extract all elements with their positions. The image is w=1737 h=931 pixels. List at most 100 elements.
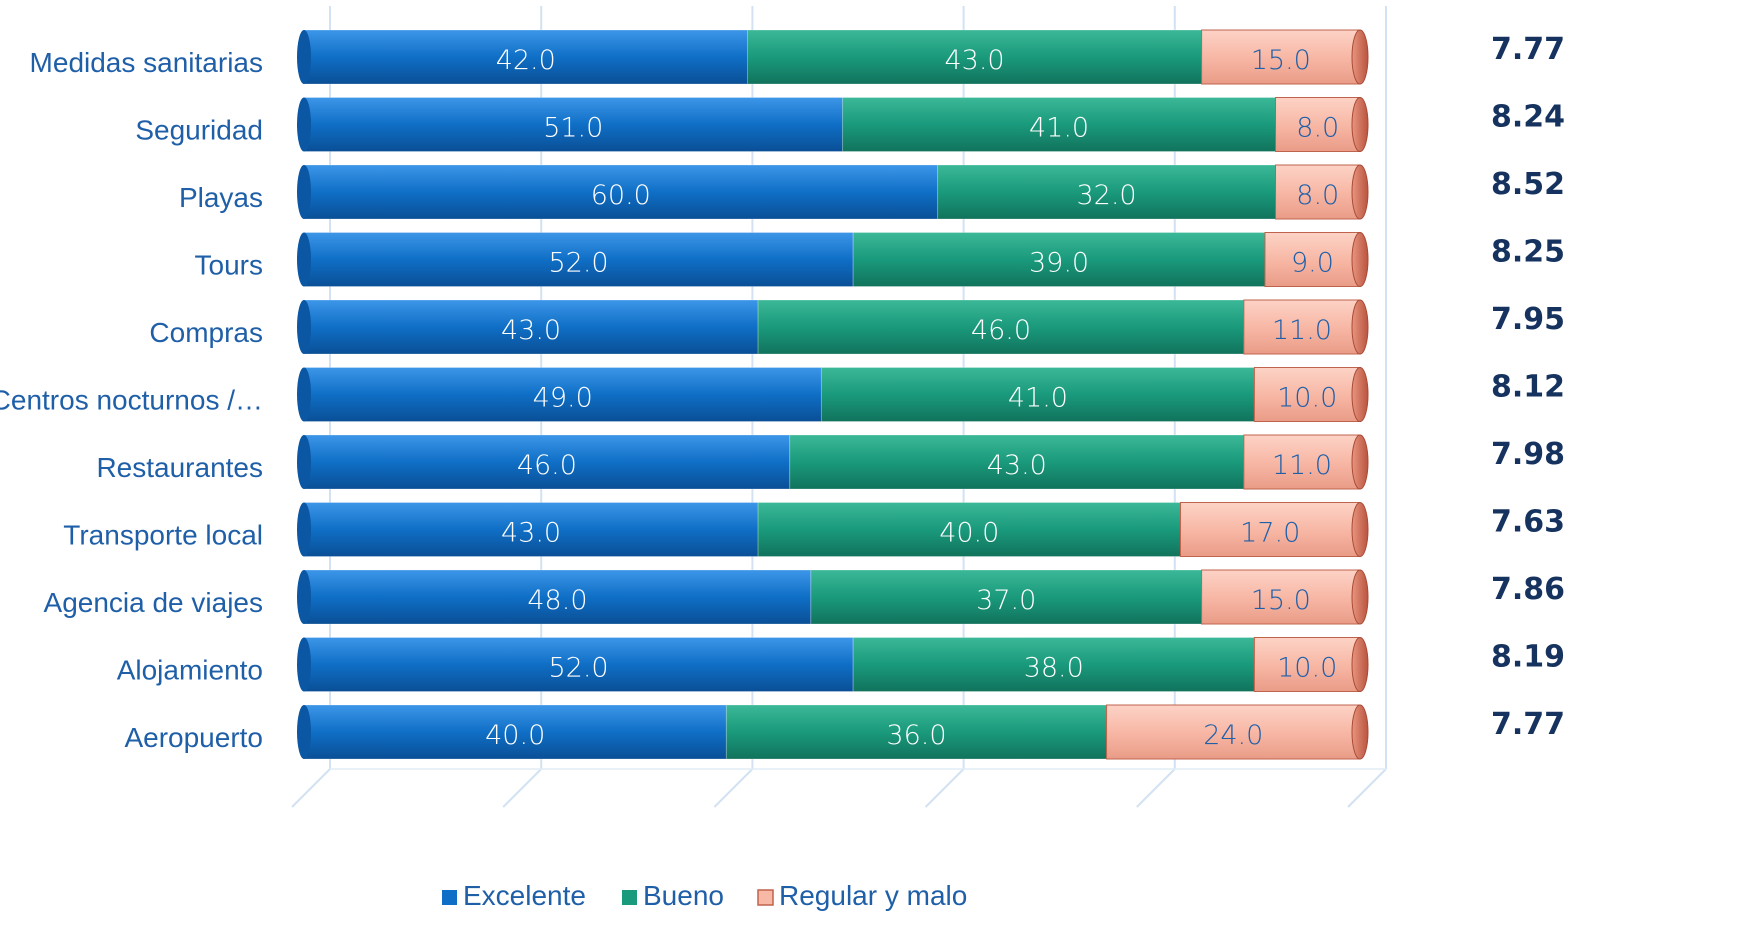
score-label: 8.19 xyxy=(1491,640,1565,675)
bar-segment xyxy=(1275,164,1369,220)
bar-bueno xyxy=(852,637,1255,692)
grid-floor-line xyxy=(713,768,754,808)
bar-segment xyxy=(297,97,844,152)
bar-segment xyxy=(852,232,1266,287)
score-label: 7.86 xyxy=(1491,572,1565,607)
bar-bueno xyxy=(820,367,1255,422)
bar-end-cap xyxy=(1351,367,1369,422)
bar-bueno xyxy=(789,434,1245,490)
category-label: Centros nocturnos /… xyxy=(0,385,263,416)
bar-segment xyxy=(810,569,1203,625)
bar-regular-y-malo xyxy=(1253,367,1361,422)
category-label: Compras xyxy=(149,317,263,348)
bar-bueno xyxy=(725,704,1108,760)
bar-end-cap xyxy=(1351,164,1369,220)
bar-excelente xyxy=(303,704,727,760)
bar-segment xyxy=(297,637,854,692)
category-label: Agencia de viajes xyxy=(44,587,263,618)
bar-excelente xyxy=(303,299,759,355)
category-label: Restaurantes xyxy=(96,452,263,483)
bar-segment xyxy=(1275,97,1369,152)
legend-item: Bueno xyxy=(622,880,724,911)
bar-bueno xyxy=(810,569,1203,625)
value-label: 43.0 xyxy=(501,315,561,346)
score-label: 8.24 xyxy=(1491,100,1565,135)
bar-end-cap xyxy=(1351,434,1369,490)
value-label: 52.0 xyxy=(548,248,608,279)
bar-segment xyxy=(1253,637,1369,692)
bar-end-cap xyxy=(1351,97,1369,152)
bar-segment xyxy=(297,29,749,85)
grid-floor-line xyxy=(502,768,542,808)
bars xyxy=(297,29,1369,760)
bar-segment xyxy=(1201,29,1369,85)
value-label: 11.0 xyxy=(1272,315,1332,346)
bar-start-cap xyxy=(297,502,311,557)
bar-excelente xyxy=(303,367,822,422)
bar-excelente xyxy=(303,502,759,557)
bar-bueno xyxy=(842,97,1277,152)
bar-bueno xyxy=(757,299,1245,355)
bar-excelente xyxy=(303,164,939,220)
value-label: 32.0 xyxy=(1076,180,1136,211)
value-label: 43.0 xyxy=(987,450,1047,481)
bar-end-cap xyxy=(1351,637,1369,692)
value-label: 46.0 xyxy=(971,315,1031,346)
bar-start-cap xyxy=(297,367,311,422)
value-label: 15.0 xyxy=(1251,585,1311,616)
value-label: 8.0 xyxy=(1296,113,1339,144)
bar-segment xyxy=(757,299,1245,355)
category-label: Seguridad xyxy=(135,115,263,146)
value-label: 11.0 xyxy=(1272,450,1332,481)
value-label: 24.0 xyxy=(1203,720,1263,751)
value-label: 15.0 xyxy=(1251,45,1311,76)
bar-bueno xyxy=(937,164,1277,220)
bar-segment xyxy=(937,164,1277,220)
bar-regular-y-malo xyxy=(1201,29,1361,85)
value-label: 40.0 xyxy=(485,720,545,751)
value-label: 43.0 xyxy=(501,518,561,549)
legend-swatch xyxy=(622,890,637,905)
bar-segment xyxy=(297,569,812,625)
category-label: Tours xyxy=(195,250,263,281)
score-label: 7.77 xyxy=(1491,707,1565,742)
bar-segment xyxy=(820,367,1255,422)
bar-end-cap xyxy=(1351,704,1369,760)
grid-floor-line xyxy=(924,768,965,808)
value-label: 9.0 xyxy=(1291,248,1334,279)
bar-start-cap xyxy=(297,637,311,692)
value-label: 41.0 xyxy=(1029,113,1089,144)
bar-segment xyxy=(1179,502,1369,557)
grid-floor-line xyxy=(1347,768,1387,808)
bar-start-cap xyxy=(297,705,311,759)
bar-segment xyxy=(1106,704,1369,760)
category-label: Alojamiento xyxy=(117,655,263,686)
bar-regular-y-malo xyxy=(1275,97,1361,152)
bar-regular-y-malo xyxy=(1106,704,1361,760)
legend-swatch xyxy=(757,889,774,906)
bar-segment xyxy=(1201,569,1369,625)
bar-segment xyxy=(297,232,854,287)
score-label: 7.98 xyxy=(1491,437,1565,472)
bar-start-cap xyxy=(297,570,311,624)
bar-segment xyxy=(1264,232,1369,287)
value-label: 10.0 xyxy=(1277,653,1337,684)
labels: 42.0 43.0 15.0 Medidas sanitarias 7.77 51.0 41… xyxy=(0,32,1565,753)
bar-segment xyxy=(725,704,1108,760)
value-label: 40.0 xyxy=(939,518,999,549)
bar-bueno xyxy=(747,29,1203,85)
bar-excelente xyxy=(303,232,854,287)
bar-segment xyxy=(297,164,939,220)
bar-regular-y-malo xyxy=(1179,502,1361,557)
value-label: 8.0 xyxy=(1296,180,1339,211)
value-label: 48.0 xyxy=(527,585,587,616)
bar-regular-y-malo xyxy=(1201,569,1361,625)
bar-regular-y-malo xyxy=(1243,434,1361,490)
score-label: 7.77 xyxy=(1491,32,1565,67)
bar-segment xyxy=(852,637,1255,692)
value-label: 37.0 xyxy=(976,585,1036,616)
legend-swatch xyxy=(442,890,457,905)
value-label: 10.0 xyxy=(1277,383,1337,414)
value-label: 51.0 xyxy=(543,113,603,144)
score-label: 8.52 xyxy=(1491,167,1565,202)
